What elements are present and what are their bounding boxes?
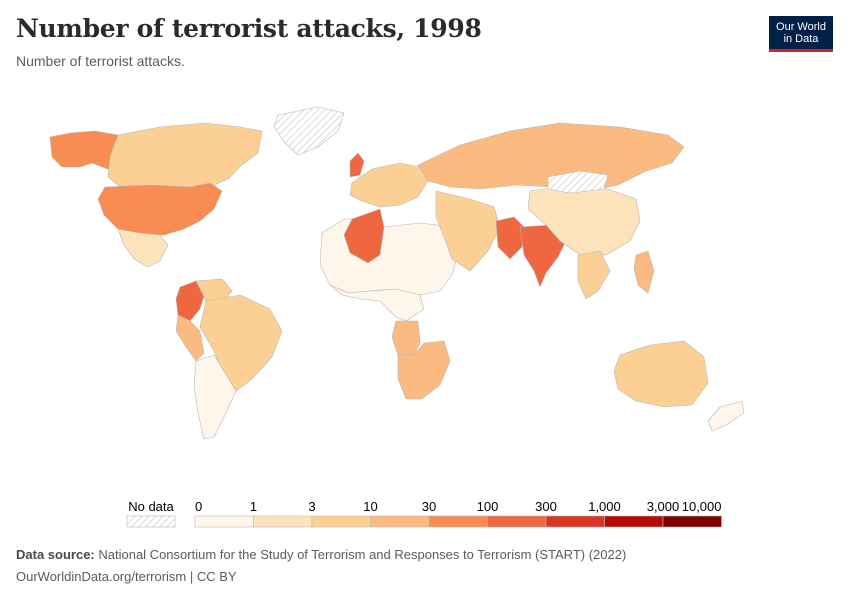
legend-tick-label: 3,000 — [647, 499, 680, 514]
legend-tick-label: 0 — [195, 499, 202, 514]
world-map[interactable] — [0, 95, 850, 445]
map-region-mongolia[interactable] — [547, 170, 609, 194]
legend-tick-label: 10,000 — [682, 499, 722, 514]
map-region-pakistan[interactable] — [495, 216, 525, 260]
data-source: Data source: National Consortium for the… — [16, 547, 626, 562]
map-region-greenland[interactable] — [273, 106, 345, 156]
legend-bin-swatch[interactable] — [662, 515, 722, 528]
map-region-western-europe[interactable] — [349, 162, 429, 208]
map-region-peru[interactable] — [175, 314, 205, 362]
data-source-text: National Consortium for the Study of Ter… — [98, 547, 627, 562]
legend-bin-swatch[interactable] — [311, 515, 371, 528]
map-region-west-africa[interactable] — [329, 284, 425, 322]
legend-no-data-label: No data — [128, 499, 174, 514]
legend-bin-swatch[interactable] — [487, 515, 547, 528]
legend-bin-swatch[interactable] — [370, 515, 430, 528]
map-region-russia[interactable] — [417, 122, 685, 192]
chart-subtitle: Number of terrorist attacks. — [16, 53, 185, 69]
map-region-southern-africa[interactable] — [397, 340, 451, 400]
legend-tick-label: 10 — [363, 499, 377, 514]
legend-bin-swatch[interactable] — [253, 515, 313, 528]
data-source-label: Data source: — [16, 547, 95, 562]
map-legend: No data 0 1 3 10 30 100 300 1,000 3,000 10,000 — [126, 499, 722, 528]
map-region-new-zealand[interactable] — [707, 400, 745, 432]
owid-logo[interactable]: Our World in Data — [769, 16, 833, 52]
legend-bin-swatch[interactable] — [545, 515, 605, 528]
source-link[interactable]: OurWorldinData.org/terrorism | CC BY — [16, 569, 237, 584]
logo-line-2: in Data — [783, 33, 819, 45]
map-region-united-states[interactable] — [97, 182, 223, 236]
legend-bin-swatch[interactable] — [428, 515, 488, 528]
legend-bin-swatch[interactable] — [194, 515, 254, 528]
legend-tick-label: 1,000 — [588, 499, 621, 514]
map-region-australia[interactable] — [613, 340, 709, 408]
map-region-mexico[interactable] — [117, 228, 169, 268]
legend-tick-label: 100 — [477, 499, 499, 514]
logo-line-1: Our World — [776, 21, 826, 33]
chart-title: Number of terrorist attacks, 1998 — [16, 14, 482, 43]
legend-bin-swatch[interactable] — [604, 515, 664, 528]
legend-tick-label: 300 — [535, 499, 557, 514]
map-region-united-kingdom[interactable] — [349, 152, 365, 178]
map-region-southeast-asia[interactable] — [577, 250, 611, 300]
legend-tick-label: 1 — [250, 499, 257, 514]
map-region-philippines[interactable] — [633, 250, 655, 294]
map-region-middle-east[interactable] — [435, 190, 501, 272]
map-region-argentina-chile[interactable] — [193, 354, 237, 440]
map-region-canada[interactable] — [107, 122, 263, 190]
legend-tick-label: 3 — [308, 499, 315, 514]
legend-tick-label: 30 — [422, 499, 436, 514]
legend-no-data-swatch — [126, 515, 176, 528]
